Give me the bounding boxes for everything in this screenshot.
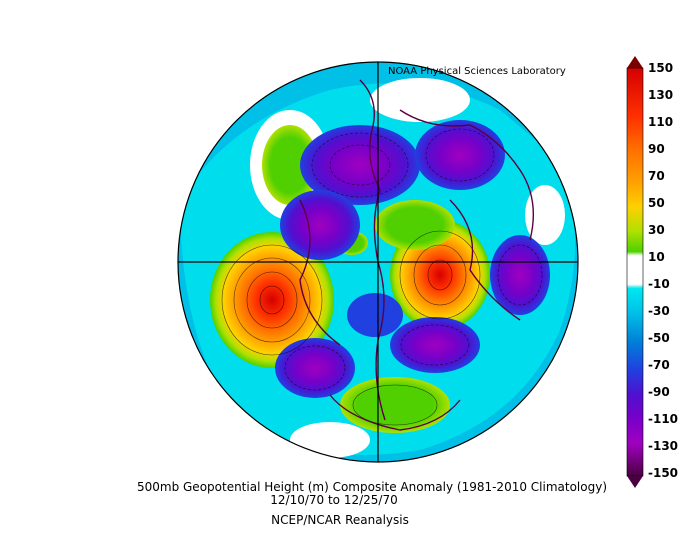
colorbar: 150 130 110 90 70 50 30 10 -10 -30 -50 -… xyxy=(625,56,700,488)
credit-label: NOAA Physical Sciences Laboratory xyxy=(388,66,566,77)
map-title: 500mb Geopotential Height (m) Composite … xyxy=(136,480,607,494)
colorbar-label: 30 xyxy=(648,223,665,237)
colorbar-bar xyxy=(626,56,644,488)
map-source: NCEP/NCAR Reanalysis xyxy=(271,513,409,527)
colorbar-label: -30 xyxy=(648,304,670,318)
colorbar-label: -130 xyxy=(648,439,679,453)
colorbar-label: 110 xyxy=(648,115,674,129)
colorbar-label: 10 xyxy=(648,250,665,264)
colorbar-label: 50 xyxy=(648,196,665,210)
colorbar-label: 90 xyxy=(648,142,665,156)
colorbar-label: -110 xyxy=(648,412,679,426)
colorbar-label: 130 xyxy=(648,88,674,102)
colorbar-label: -10 xyxy=(648,277,670,291)
colorbar-label: -70 xyxy=(648,358,670,372)
map-dates: 12/10/70 to 12/25/70 xyxy=(270,493,398,507)
colorbar-label: -90 xyxy=(648,385,670,399)
colorbar-label: 70 xyxy=(648,169,665,183)
colorbar-label: -50 xyxy=(648,331,670,345)
colorbar-label: -150 xyxy=(648,466,679,480)
colorbar-label: 150 xyxy=(648,61,674,75)
